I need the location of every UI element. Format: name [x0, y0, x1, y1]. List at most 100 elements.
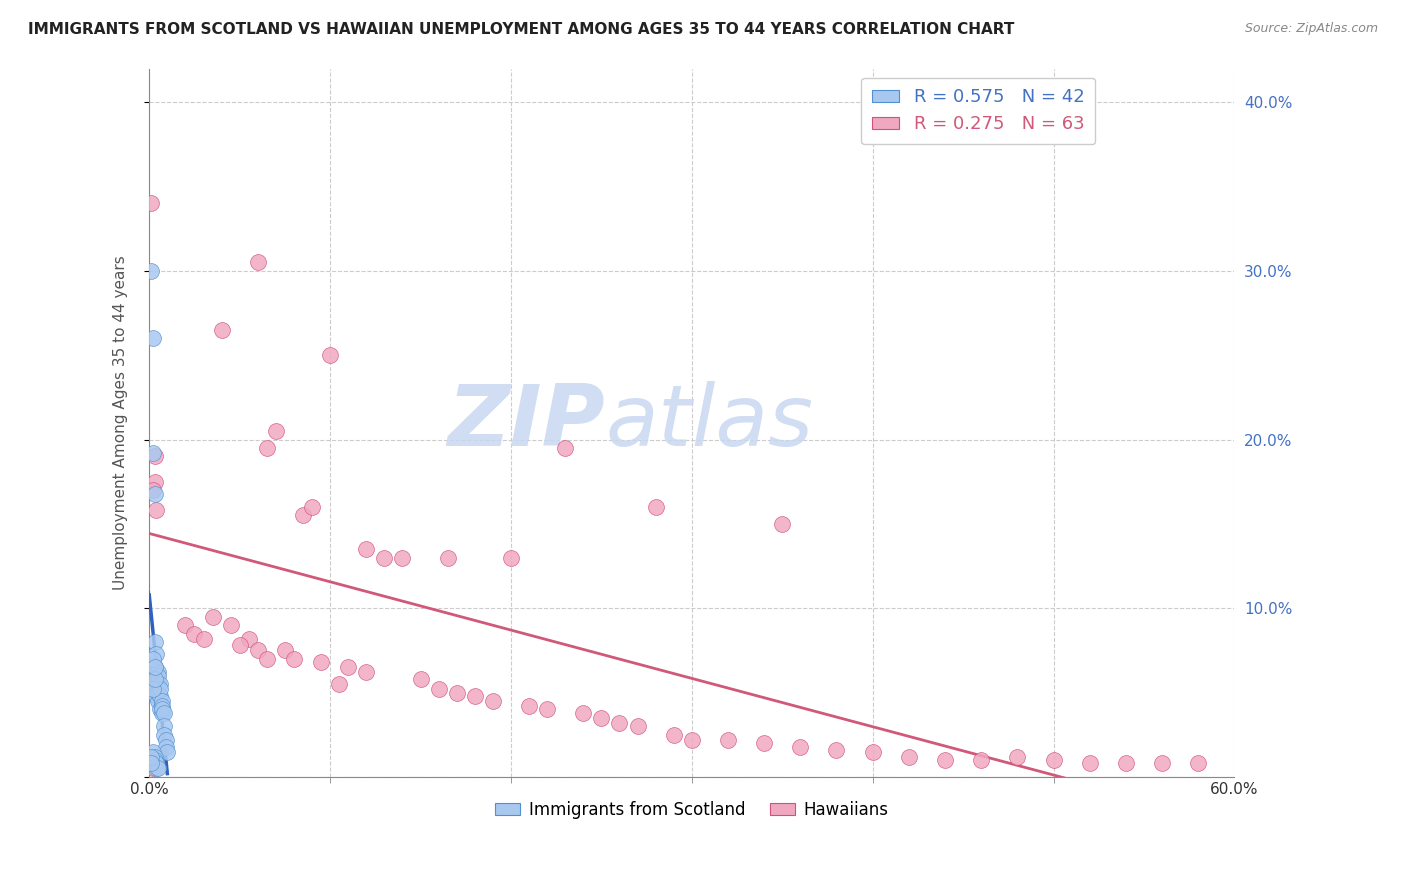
- Point: [150, 699, 173, 714]
- Point: [789, 739, 811, 754]
- Text: atlas: atlas: [605, 381, 813, 464]
- Point: [152, 728, 174, 742]
- Point: [211, 323, 233, 337]
- Text: IMMIGRANTS FROM SCOTLAND VS HAWAIIAN UNEMPLOYMENT AMONG AGES 35 TO 44 YEARS CORR: IMMIGRANTS FROM SCOTLAND VS HAWAIIAN UNE…: [28, 22, 1015, 37]
- Point: [246, 643, 269, 657]
- Point: [970, 753, 993, 767]
- Point: [356, 542, 378, 557]
- Point: [862, 745, 884, 759]
- Point: [391, 550, 413, 565]
- Point: [319, 348, 342, 362]
- Point: [145, 665, 167, 680]
- Point: [219, 618, 242, 632]
- Point: [150, 694, 173, 708]
- Point: [228, 638, 250, 652]
- Point: [152, 719, 174, 733]
- Point: [1042, 753, 1064, 767]
- Point: [356, 665, 378, 680]
- Point: [193, 632, 215, 646]
- Point: [142, 745, 165, 759]
- Point: [409, 672, 432, 686]
- Point: [142, 682, 165, 697]
- Point: [328, 677, 350, 691]
- Y-axis label: Unemployment Among Ages 35 to 44 years: Unemployment Among Ages 35 to 44 years: [114, 255, 128, 591]
- Point: [148, 677, 170, 691]
- Point: [897, 749, 920, 764]
- Point: [143, 450, 166, 464]
- Point: [142, 652, 165, 666]
- Point: [145, 503, 167, 517]
- Point: [143, 753, 166, 767]
- Point: [717, 732, 740, 747]
- Point: [1078, 756, 1101, 771]
- Point: [149, 677, 172, 691]
- Point: [143, 749, 166, 764]
- Point: [609, 715, 631, 730]
- Point: [152, 706, 174, 720]
- Point: [155, 739, 177, 754]
- Point: [256, 652, 278, 666]
- Point: [770, 516, 793, 531]
- Point: [143, 660, 166, 674]
- Point: [464, 689, 486, 703]
- Point: [238, 632, 260, 646]
- Point: [436, 550, 458, 565]
- Point: [145, 689, 167, 703]
- Point: [626, 719, 648, 733]
- Point: [264, 424, 287, 438]
- Point: [145, 677, 167, 691]
- Point: [662, 728, 685, 742]
- Point: [148, 665, 170, 680]
- Point: [142, 483, 165, 498]
- Point: [143, 660, 166, 674]
- Point: [149, 682, 172, 697]
- Point: [149, 689, 172, 703]
- Point: [536, 702, 558, 716]
- Point: [1007, 749, 1029, 764]
- Point: [201, 609, 224, 624]
- Point: [572, 706, 595, 720]
- Point: [145, 685, 167, 699]
- Point: [174, 618, 197, 632]
- Point: [499, 550, 522, 565]
- Point: [143, 635, 166, 649]
- Point: [142, 761, 165, 775]
- Point: [274, 643, 297, 657]
- Point: [145, 761, 167, 775]
- Point: [752, 736, 775, 750]
- Point: [301, 500, 323, 514]
- Point: [149, 702, 172, 716]
- Point: [1150, 756, 1173, 771]
- Point: [482, 694, 505, 708]
- Point: [139, 264, 162, 278]
- Point: [256, 441, 278, 455]
- Point: [155, 732, 177, 747]
- Point: [1115, 756, 1137, 771]
- Point: [554, 441, 576, 455]
- Point: [150, 706, 173, 720]
- Point: [825, 743, 848, 757]
- Point: [337, 660, 360, 674]
- Point: [156, 745, 179, 759]
- Point: [283, 652, 305, 666]
- Point: [934, 753, 956, 767]
- Point: [183, 626, 205, 640]
- Point: [591, 711, 613, 725]
- Point: [427, 682, 450, 697]
- Legend: Immigrants from Scotland, Hawaiians: Immigrants from Scotland, Hawaiians: [488, 794, 896, 825]
- Point: [145, 647, 167, 661]
- Text: ZIP: ZIP: [447, 381, 605, 464]
- Point: [446, 685, 468, 699]
- Point: [148, 694, 170, 708]
- Point: [373, 550, 395, 565]
- Point: [143, 672, 166, 686]
- Point: [150, 702, 173, 716]
- Point: [139, 749, 162, 764]
- Point: [517, 699, 540, 714]
- Text: Source: ZipAtlas.com: Source: ZipAtlas.com: [1244, 22, 1378, 36]
- Point: [644, 500, 666, 514]
- Point: [246, 255, 269, 269]
- Point: [148, 685, 170, 699]
- Point: [681, 732, 703, 747]
- Point: [291, 508, 314, 523]
